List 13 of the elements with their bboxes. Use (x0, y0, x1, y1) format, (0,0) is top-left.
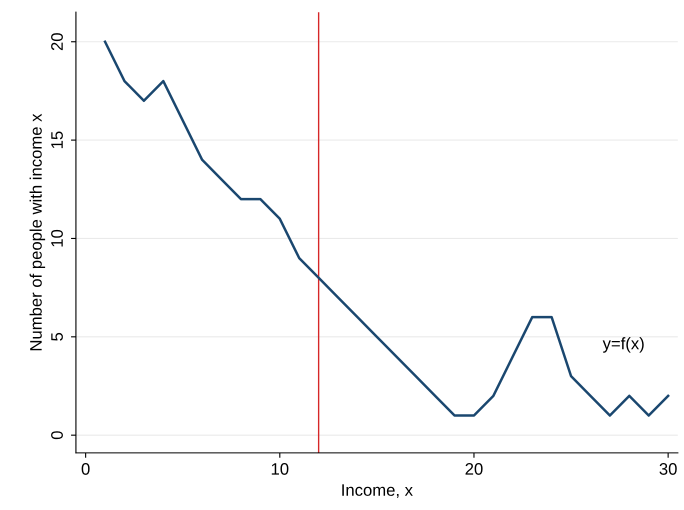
y-tick-label: 5 (51, 332, 63, 341)
x-tick-label: 10 (272, 463, 288, 475)
y-tick-label: 15 (51, 132, 63, 148)
x-axis-title: Income, x (342, 484, 413, 498)
y-tick-label: 0 (51, 431, 63, 440)
y-tick-label: 10 (51, 230, 63, 246)
x-tick-label: 30 (660, 463, 677, 475)
x-tick-label: 20 (466, 463, 483, 475)
y-axis-title: Number of people with income x (30, 114, 46, 350)
annotation: y=f(x) (602, 337, 644, 353)
x-tick-label: 0 (82, 463, 90, 475)
y-tick-label: 20 (51, 33, 63, 50)
line-series (104, 40, 670, 417)
